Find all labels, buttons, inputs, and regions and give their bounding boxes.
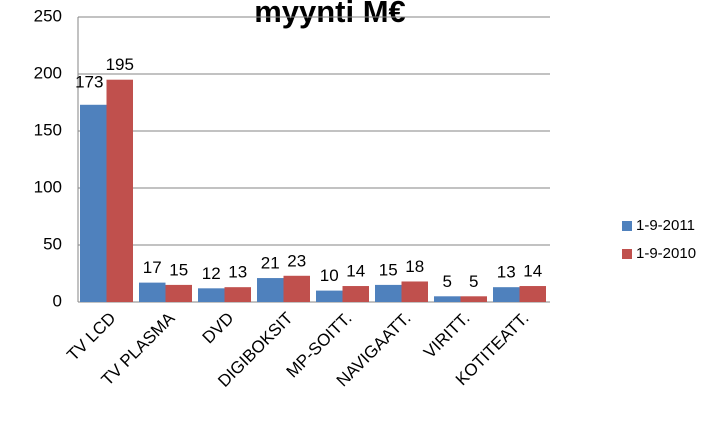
data-label: 17 <box>143 258 162 277</box>
bar <box>375 284 402 302</box>
y-tick-label: 250 <box>34 6 62 25</box>
chart-title: myynti M€ <box>254 0 406 29</box>
y-tick-label: 150 <box>34 120 62 139</box>
bar <box>434 296 461 302</box>
y-tick-label: 50 <box>43 234 62 253</box>
data-label: 173 <box>75 72 103 91</box>
data-label: 195 <box>106 55 134 74</box>
bar <box>316 290 343 302</box>
bar <box>139 282 166 302</box>
data-label: 10 <box>320 266 339 285</box>
bar <box>224 287 251 302</box>
data-label: 18 <box>405 257 424 276</box>
bar <box>519 286 546 302</box>
bar <box>460 296 487 302</box>
bar <box>283 275 310 302</box>
data-label: 15 <box>379 260 398 279</box>
legend-label: 1-9-2011 <box>636 217 695 234</box>
data-label: 13 <box>228 263 247 282</box>
legend-swatch <box>622 221 632 231</box>
x-tick-label: TV LCD <box>63 309 119 365</box>
data-label: 23 <box>287 251 306 270</box>
bar <box>165 284 192 302</box>
data-label: 12 <box>202 264 221 283</box>
bar <box>106 79 133 302</box>
y-tick-label: 0 <box>53 291 62 310</box>
bar <box>257 278 284 302</box>
data-label: 15 <box>169 260 188 279</box>
x-tick-label: VIRITT. <box>420 309 474 363</box>
bar <box>401 281 428 302</box>
data-label: 13 <box>497 263 516 282</box>
bar <box>198 288 225 302</box>
legend-swatch <box>622 249 632 259</box>
data-label: 14 <box>346 262 365 281</box>
data-label: 21 <box>261 254 280 273</box>
legend-label: 1-9-2010 <box>636 245 696 262</box>
data-label: 5 <box>469 272 478 291</box>
bar <box>493 287 520 302</box>
data-label: 14 <box>523 262 542 281</box>
bar <box>80 104 107 302</box>
x-tick-label: DVD <box>199 309 238 348</box>
y-tick-label: 100 <box>34 177 62 196</box>
bar <box>342 286 369 302</box>
data-label: 5 <box>443 272 452 291</box>
y-tick-label: 200 <box>34 63 62 82</box>
